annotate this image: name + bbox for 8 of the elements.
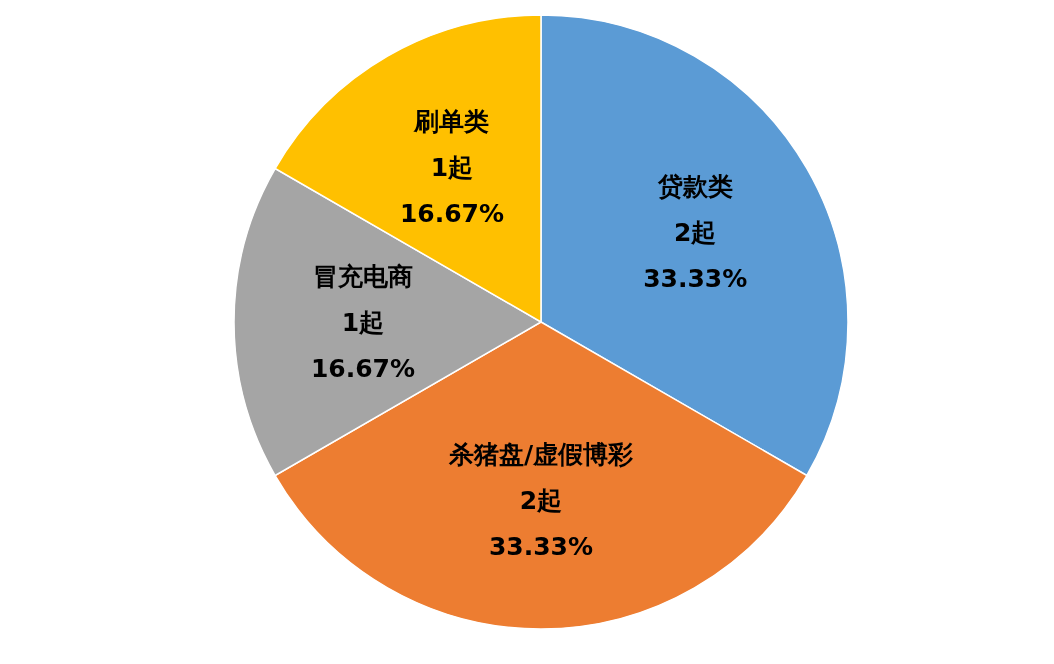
data-label: 2起 33.33% <box>488 485 594 561</box>
slice-label: 贷款类 <box>656 172 733 202</box>
data-label: 1起 16.67% <box>399 153 505 229</box>
slice-label: 刷单类 <box>413 107 490 137</box>
data-label: 2起 33.33% <box>643 218 748 294</box>
data-label: 1起 16.67% <box>310 307 416 383</box>
slice-label: 杀猪盘/虚假博彩 <box>447 439 634 469</box>
slice-label: 冒充电商 <box>312 261 413 291</box>
